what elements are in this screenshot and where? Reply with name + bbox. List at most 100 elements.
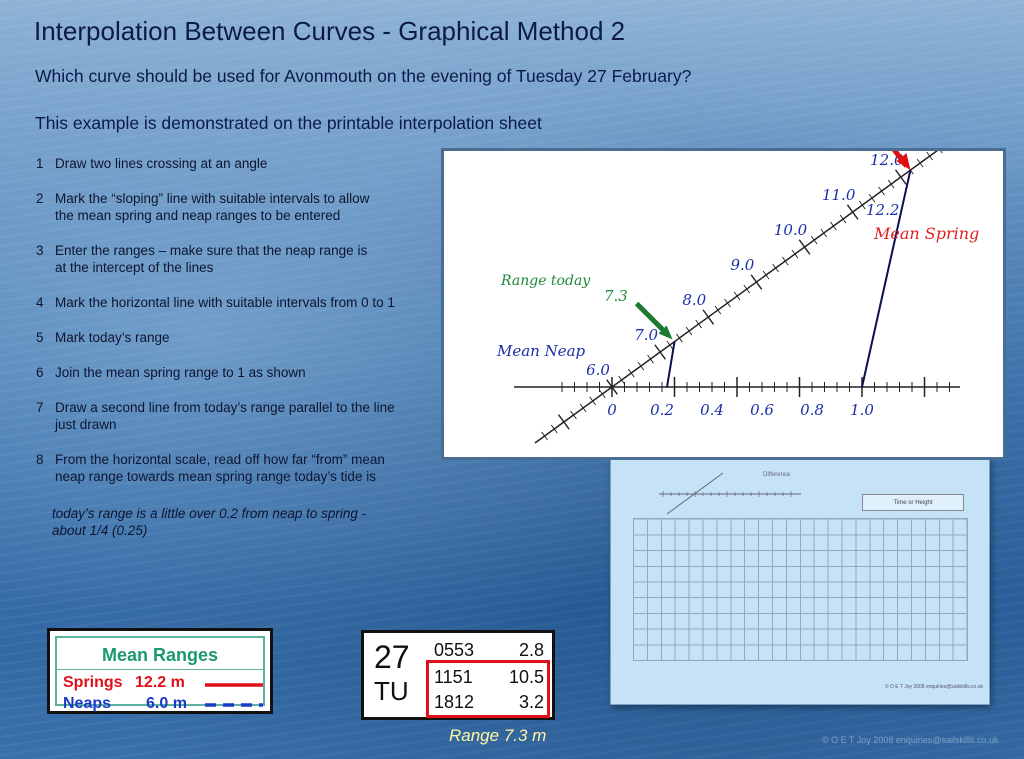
sheet-note: This example is demonstrated on the prin… [35, 113, 542, 133]
step-text: Draw a second line from today’s range pa… [55, 400, 395, 432]
steps-list: 1 Draw two lines crossing at an angle 2 Ma… [36, 155, 436, 503]
springs-label: Springs [63, 674, 123, 691]
sloping-tick [940, 151, 943, 154]
step-item: 5 Mark today’s range [36, 329, 436, 346]
legend-lines [205, 683, 263, 707]
step-item: 7 Draw a second line from today’s range p… [36, 399, 436, 433]
mean-ranges-inner: Mean Ranges Springs 12.2 m Neaps 6.0 m [55, 636, 265, 712]
sloping-tick [589, 396, 597, 406]
sloping-tick [627, 368, 635, 378]
sloping-tick-label: 9.0 [730, 256, 754, 274]
tide-time: 1151 [434, 667, 473, 687]
horizontal-tick-label: 0.8 [800, 401, 824, 419]
tide-height: 3.2 [518, 692, 544, 712]
sloping-tick [550, 424, 558, 434]
sloping-tick [637, 361, 645, 371]
mean-ranges-title: Mean Ranges [101, 645, 219, 665]
sloping-tick [695, 319, 702, 329]
sheet-difference-label: Difference [763, 472, 791, 478]
sloping-tick [743, 284, 751, 294]
sloping-tick [926, 151, 933, 161]
step-item: 3 Enter the ranges – make sure that the n… [36, 242, 436, 276]
sheet-scale [659, 472, 801, 515]
step-text: Mark the horizontal line with suitable i… [55, 295, 395, 310]
step-number: 5 [36, 330, 44, 345]
sloping-tick [887, 179, 895, 189]
sloping-tick [558, 414, 570, 430]
sloping-tick [541, 431, 548, 441]
sloping-tick-label: 10.0 [774, 221, 808, 239]
step-text: Join the mean spring range to 1 as shown [55, 365, 306, 380]
step-item: 8 From the horizontal scale, read off how… [36, 451, 436, 485]
tide-time: 1812 [434, 692, 475, 712]
sloping-tick [820, 228, 828, 238]
tide-highlight [426, 660, 550, 718]
sloping-tick [579, 403, 587, 413]
range-today-value: 7.3 [604, 287, 628, 305]
step-number: 8 [36, 452, 44, 467]
sloping-tick [599, 389, 606, 399]
tide-table: 27 TU 0553 2.8 1151 10.5 1812 3.2 [361, 630, 555, 720]
sloping-tick [810, 235, 818, 245]
question-text: Which curve should be used for Avonmouth… [35, 66, 692, 86]
mean-spring-label: Mean Spring [873, 224, 979, 243]
sloping-tick [762, 270, 770, 280]
sloping-tick-label: 6.0 [586, 361, 610, 379]
sloping-tick-label: 8.0 [682, 291, 706, 309]
range-caption: Range 7.3 m [449, 726, 547, 745]
divider [57, 669, 263, 670]
sloping-tick-label: 7.0 [634, 326, 658, 344]
sloping-tick [868, 193, 876, 203]
sloping-scale-line [534, 151, 938, 444]
mean-ranges-box: Mean Ranges Springs 12.2 m Neaps 6.0 m [47, 628, 273, 714]
spring-construction-line [861, 169, 912, 388]
step-item: 4 Mark the horizontal line with suitable … [36, 294, 436, 311]
sloping-tick [685, 326, 693, 336]
today-arrow-head [658, 325, 673, 340]
sloping-tick [791, 249, 799, 259]
spring-value-label: 12.2 [866, 201, 899, 219]
step-number: 3 [36, 243, 44, 258]
step-text: Mark today’s range [55, 330, 170, 345]
sloping-tick [724, 298, 731, 308]
sloping-tick [714, 305, 722, 315]
sloping-tick [798, 239, 811, 255]
step-number: 6 [36, 365, 44, 380]
today-construction-line [666, 341, 676, 388]
neaps-label: Neaps [63, 695, 112, 712]
spring-arrow-head [896, 153, 911, 171]
sheet-time-height-box: Time or Height [862, 494, 964, 511]
sloping-tick [781, 256, 789, 266]
step-number: 7 [36, 400, 44, 415]
step-text: Mark the “sloping” line with suitable in… [55, 191, 370, 223]
horizontal-tick-label: 0.6 [750, 401, 774, 419]
sloping-tick [702, 309, 715, 325]
interpolation-diagram: 0 0.2 0.4 0.6 0.8 1.0 6.0 7.0 8.0 9.0 10.0 11.0 12.0… [441, 148, 1006, 460]
tide-height: 2.8 [518, 640, 544, 660]
range-today-label: Range today [500, 273, 591, 289]
step-text: Draw two lines crossing at an angle [55, 156, 268, 171]
springs-value: 12.2 m [135, 674, 185, 691]
sloping-tick-label: 11.0 [822, 186, 856, 204]
mean-neap-label: Mean Neap [496, 342, 586, 360]
interpolation-sheet: Difference Time or Height © O E T Joy 20… [610, 455, 990, 705]
tide-day-of-week: TU [374, 676, 409, 706]
sloping-tick [894, 169, 907, 185]
sloping-tick [666, 340, 674, 350]
step-number: 2 [36, 191, 44, 206]
horizontal-tick-label: 0.4 [700, 401, 724, 419]
sloping-tick [839, 214, 847, 224]
tide-height: 10.5 [508, 667, 544, 687]
horizontal-tick-label: 0.2 [650, 401, 674, 419]
sloping-tick [570, 410, 577, 420]
step-number: 1 [36, 156, 44, 171]
neaps-value: 6.0 m [146, 695, 187, 712]
sloping-tick [606, 379, 618, 395]
sloping-tick [916, 158, 924, 168]
step-text: Enter the ranges – make sure that the ne… [55, 243, 368, 275]
step-item: 6 Join the mean spring range to 1 as show… [36, 364, 436, 381]
step-item: 1 Draw two lines crossing at an angle [36, 155, 436, 172]
step-item: 2 Mark the “sloping” line with suitable i… [36, 190, 436, 224]
sheet-grid [633, 518, 968, 661]
sloping-tick [846, 204, 859, 220]
